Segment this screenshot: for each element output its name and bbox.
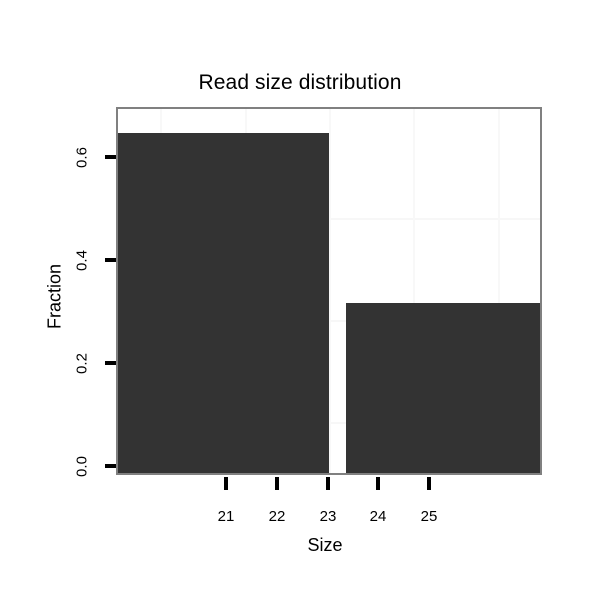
tick-label-y-0.6: 0.6 xyxy=(73,147,91,168)
y-axis-label: Fraction xyxy=(44,263,65,330)
tick-mark-x-25 xyxy=(427,477,431,490)
tick-label-x-23: 23 xyxy=(319,508,337,525)
tick-mark-y-0.4 xyxy=(105,258,116,262)
gridline-vertical-25 xyxy=(497,109,500,473)
plot-inner xyxy=(118,109,540,473)
tick-label-x-24: 24 xyxy=(369,508,387,525)
tick-mark-x-22 xyxy=(275,477,279,490)
x-axis-label: Size xyxy=(307,535,343,555)
tick-label-x-22: 22 xyxy=(268,508,286,525)
tick-mark-x-24 xyxy=(376,477,380,490)
tick-label-x-21: 21 xyxy=(217,508,235,525)
bar-1[interactable] xyxy=(118,133,329,473)
tick-label-y-0.0: 0.0 xyxy=(73,456,91,477)
tick-mark-y-0.0 xyxy=(105,464,116,468)
tick-mark-y-0.2 xyxy=(105,361,116,365)
chart-title: Read size distribution xyxy=(198,71,402,94)
bar-2[interactable] xyxy=(345,302,540,473)
tick-label-x-25: 25 xyxy=(420,508,438,525)
tick-mark-x-23 xyxy=(326,477,330,490)
tick-mark-x-21 xyxy=(224,477,228,490)
tick-mark-y-0.6 xyxy=(105,155,116,159)
gridline-vertical-23 xyxy=(329,109,331,473)
tick-label-y-0.4: 0.4 xyxy=(73,250,91,271)
plot-area xyxy=(116,107,542,475)
tick-label-y-0.2: 0.2 xyxy=(73,353,91,374)
gridline-vertical-24 xyxy=(413,109,416,473)
